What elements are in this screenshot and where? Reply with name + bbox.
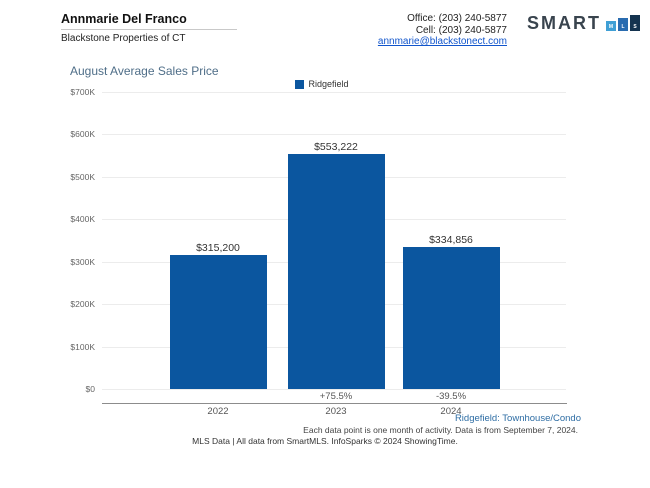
y-gridline — [102, 389, 566, 390]
bar-2024 — [402, 247, 500, 389]
bar-value-label: $553,222 — [314, 141, 358, 153]
pct-change-label: -39.5% — [435, 391, 467, 402]
bar-2022 — [169, 255, 267, 389]
chart-legend: Ridgefield — [102, 79, 542, 89]
credit-line: MLS Data | All data from SmartMLS. InfoS… — [192, 436, 458, 446]
y-axis-tick-label: $300K — [70, 257, 95, 267]
agent-name: Annmarie Del Franco — [61, 12, 237, 30]
y-axis-tick-label: $600K — [70, 129, 95, 139]
plot-area — [102, 92, 566, 390]
data-note: Each data point is one month of activity… — [303, 425, 578, 435]
cell-phone: Cell: (203) 240-5877 — [415, 24, 507, 36]
agency-name: Blackstone Properties of CT — [61, 33, 186, 44]
bar-value-label: $334,856 — [429, 234, 473, 246]
logo-wordmark: SMART — [527, 13, 601, 33]
y-axis-tick-label: $500K — [70, 172, 95, 182]
y-gridline — [102, 92, 566, 93]
y-gridline — [102, 134, 566, 135]
chart-title: August Average Sales Price — [70, 64, 219, 78]
contact-block: Office: (203) 240-5877 Cell: (203) 240-5… — [378, 13, 507, 48]
x-axis-tick-label: 2024 — [440, 406, 462, 417]
legend-label: Ridgefield — [308, 79, 349, 89]
y-axis-tick-label: $200K — [70, 299, 95, 309]
logo-block-s: S — [630, 15, 640, 31]
pct-change-label: +75.5% — [319, 391, 353, 402]
x-axis-line — [102, 403, 567, 404]
agent-block: Annmarie Del Franco Blackstone Propertie… — [61, 12, 237, 44]
bar-2023 — [287, 154, 385, 389]
x-axis-tick-label: 2022 — [207, 406, 229, 417]
logo-block-l: L — [618, 18, 628, 31]
y-axis-tick-label: $100K — [70, 342, 95, 352]
y-axis-tick-label: $400K — [70, 214, 95, 224]
email-link[interactable]: annmarie@blackstonect.com — [377, 36, 507, 47]
y-axis-tick-label: $0 — [85, 384, 95, 394]
bar-value-label: $315,200 — [196, 242, 240, 254]
y-axis-tick-label: $700K — [70, 87, 95, 97]
logo-block-m: M — [606, 21, 616, 31]
legend-marker-icon — [295, 79, 305, 89]
x-axis-tick-label: 2023 — [325, 406, 347, 417]
office-phone: Office: (203) 240-5877 — [407, 13, 507, 24]
series-note: Ridgefield: Townhouse/Condo — [454, 413, 581, 424]
